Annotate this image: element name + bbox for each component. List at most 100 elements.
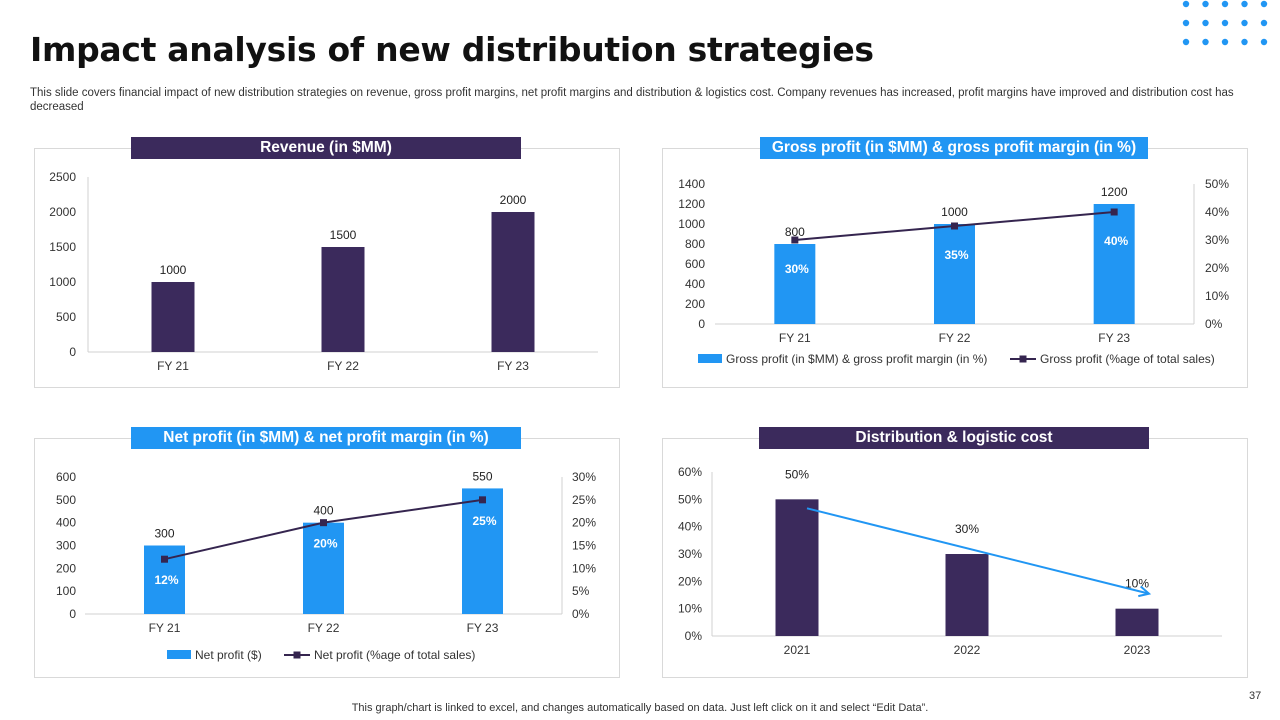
legend-label-line: Gross profit (%age of total sales) xyxy=(1040,352,1215,366)
y2-tick-label: 25% xyxy=(572,493,596,507)
x-tick-label: FY 23 xyxy=(467,621,499,635)
y-tick-label: 400 xyxy=(685,277,705,291)
margin-value-label: 40% xyxy=(1104,234,1128,248)
x-tick-label: FY 22 xyxy=(308,621,340,635)
y-tick-label: 10% xyxy=(678,602,702,616)
legend-swatch-bar xyxy=(698,354,722,363)
y2-tick-label: 30% xyxy=(1205,233,1229,247)
legend-label-line: Net profit (%age of total sales) xyxy=(314,648,475,662)
y2-tick-label: 0% xyxy=(572,607,590,621)
trend-arrow-head xyxy=(1138,585,1152,598)
bar-value-label: 30% xyxy=(955,522,979,536)
margin-value-label: 35% xyxy=(944,248,968,262)
decor-dot xyxy=(1241,38,1248,46)
bar-value-label: 1200 xyxy=(1101,185,1128,199)
decor-dot xyxy=(1241,0,1248,8)
y-tick-label: 200 xyxy=(56,561,76,575)
decor-dot xyxy=(1202,19,1209,27)
bar-value-label: 2000 xyxy=(500,193,527,207)
distribution-cost-chart-title: Distribution & logistic cost xyxy=(759,427,1149,449)
y-tick-label: 300 xyxy=(56,539,76,553)
net-profit-chart-title: Net profit (in $MM) & net profit margin … xyxy=(131,427,521,449)
bar-value-label: 1000 xyxy=(941,205,968,219)
y-tick-label: 600 xyxy=(685,257,705,271)
y-tick-label: 200 xyxy=(685,297,705,311)
bar-2021 xyxy=(775,499,819,636)
margin-marker xyxy=(479,496,486,504)
x-tick-label: FY 21 xyxy=(157,359,189,373)
decor-dot xyxy=(1260,38,1268,46)
page-number: 37 xyxy=(1249,690,1262,702)
decor-dot xyxy=(1202,0,1209,8)
bar-fy-23 xyxy=(1093,204,1135,324)
y-tick-label: 1400 xyxy=(678,177,705,191)
y-tick-label: 500 xyxy=(56,493,76,507)
bar-2022 xyxy=(945,554,989,636)
revenue-chart-title: Revenue (in $MM) xyxy=(131,137,521,159)
x-tick-label: FY 23 xyxy=(1098,331,1130,345)
y2-tick-label: 20% xyxy=(572,516,596,530)
y-tick-label: 0 xyxy=(69,345,76,359)
bar-fy-22 xyxy=(321,247,365,352)
y-tick-label: 20% xyxy=(678,574,702,588)
y-tick-label: 100 xyxy=(56,584,76,598)
gross-profit-chart-title: Gross profit (in $MM) & gross profit mar… xyxy=(760,137,1148,159)
y-tick-label: 50% xyxy=(678,492,702,506)
y-tick-label: 2500 xyxy=(49,170,76,184)
bar-value-label: 10% xyxy=(1125,577,1149,591)
x-tick-label: FY 21 xyxy=(149,621,181,635)
decor-dot xyxy=(1182,0,1190,8)
decor-dot xyxy=(1202,38,1209,46)
bar-fy-23 xyxy=(491,212,535,352)
bar-2023 xyxy=(1115,608,1159,636)
y-tick-label: 400 xyxy=(56,516,76,530)
legend-swatch-marker xyxy=(293,651,301,659)
decor-dot xyxy=(1260,19,1268,27)
x-tick-label: FY 23 xyxy=(497,359,529,373)
y-tick-label: 500 xyxy=(56,310,76,324)
y-tick-label: 2000 xyxy=(49,205,76,219)
margin-marker xyxy=(1110,208,1118,216)
margin-value-label: 12% xyxy=(154,573,178,587)
bar-value-label: 1000 xyxy=(160,263,187,277)
y2-tick-label: 5% xyxy=(572,584,590,598)
y-tick-label: 1200 xyxy=(678,197,705,211)
y-tick-label: 60% xyxy=(678,465,702,479)
margin-marker xyxy=(951,222,958,230)
legend-label-bar: Gross profit (in $MM) & gross profit mar… xyxy=(726,352,987,366)
trend-arrow-line xyxy=(806,507,1150,595)
x-tick-label: FY 21 xyxy=(779,331,811,345)
bar-fy-22 xyxy=(934,224,975,324)
x-tick-label: FY 22 xyxy=(939,331,971,345)
legend-swatch-marker xyxy=(1019,355,1027,363)
margin-marker xyxy=(791,236,799,244)
y-tick-label: 1000 xyxy=(678,217,705,231)
bar-value-label: 550 xyxy=(472,469,492,483)
revenue-chart[interactable]: 0 500 1000 1500 2000 2500 1000 FY 21 1500 FY 22 20… xyxy=(34,160,618,386)
distribution-cost-chart[interactable]: 0% 10% 20% 30% 40% 50% 60% 50% 2021 30% 2022 10% 202… xyxy=(662,450,1246,676)
slide-description: This slide covers financial impact of ne… xyxy=(30,87,1234,113)
margin-value-label: 25% xyxy=(472,514,496,528)
gross-profit-chart[interactable]: 0 200 400 600 800 1000 1200 1400 0% 10% 20% 30% 40% 5… xyxy=(662,160,1246,386)
net-profit-chart[interactable]: 0 100 200 300 400 500 600 0% 5% 10% 15% 20% 25% 30% 30… xyxy=(34,450,618,676)
y-tick-label: 0% xyxy=(685,629,703,643)
y-tick-label: 1000 xyxy=(49,275,76,289)
decor-dot xyxy=(1182,38,1190,46)
bar-value-label: 1500 xyxy=(330,228,357,242)
y-tick-label: 0 xyxy=(69,607,76,621)
y-tick-label: 1500 xyxy=(49,240,76,254)
y2-tick-label: 30% xyxy=(572,470,596,484)
x-tick-label: 2022 xyxy=(954,643,981,657)
bar-fy-21 xyxy=(151,282,195,352)
y-tick-label: 30% xyxy=(678,547,702,561)
decor-dot xyxy=(1241,19,1248,27)
decorative-dots xyxy=(1182,0,1268,46)
bar-fy-22 xyxy=(303,522,344,614)
margin-marker xyxy=(161,555,168,563)
y2-tick-label: 0% xyxy=(1205,317,1223,331)
y2-tick-label: 10% xyxy=(572,561,596,575)
y2-tick-label: 10% xyxy=(1205,289,1229,303)
y-tick-label: 0 xyxy=(698,317,705,331)
bar-fy-23 xyxy=(462,488,503,614)
decor-dot xyxy=(1221,38,1229,46)
